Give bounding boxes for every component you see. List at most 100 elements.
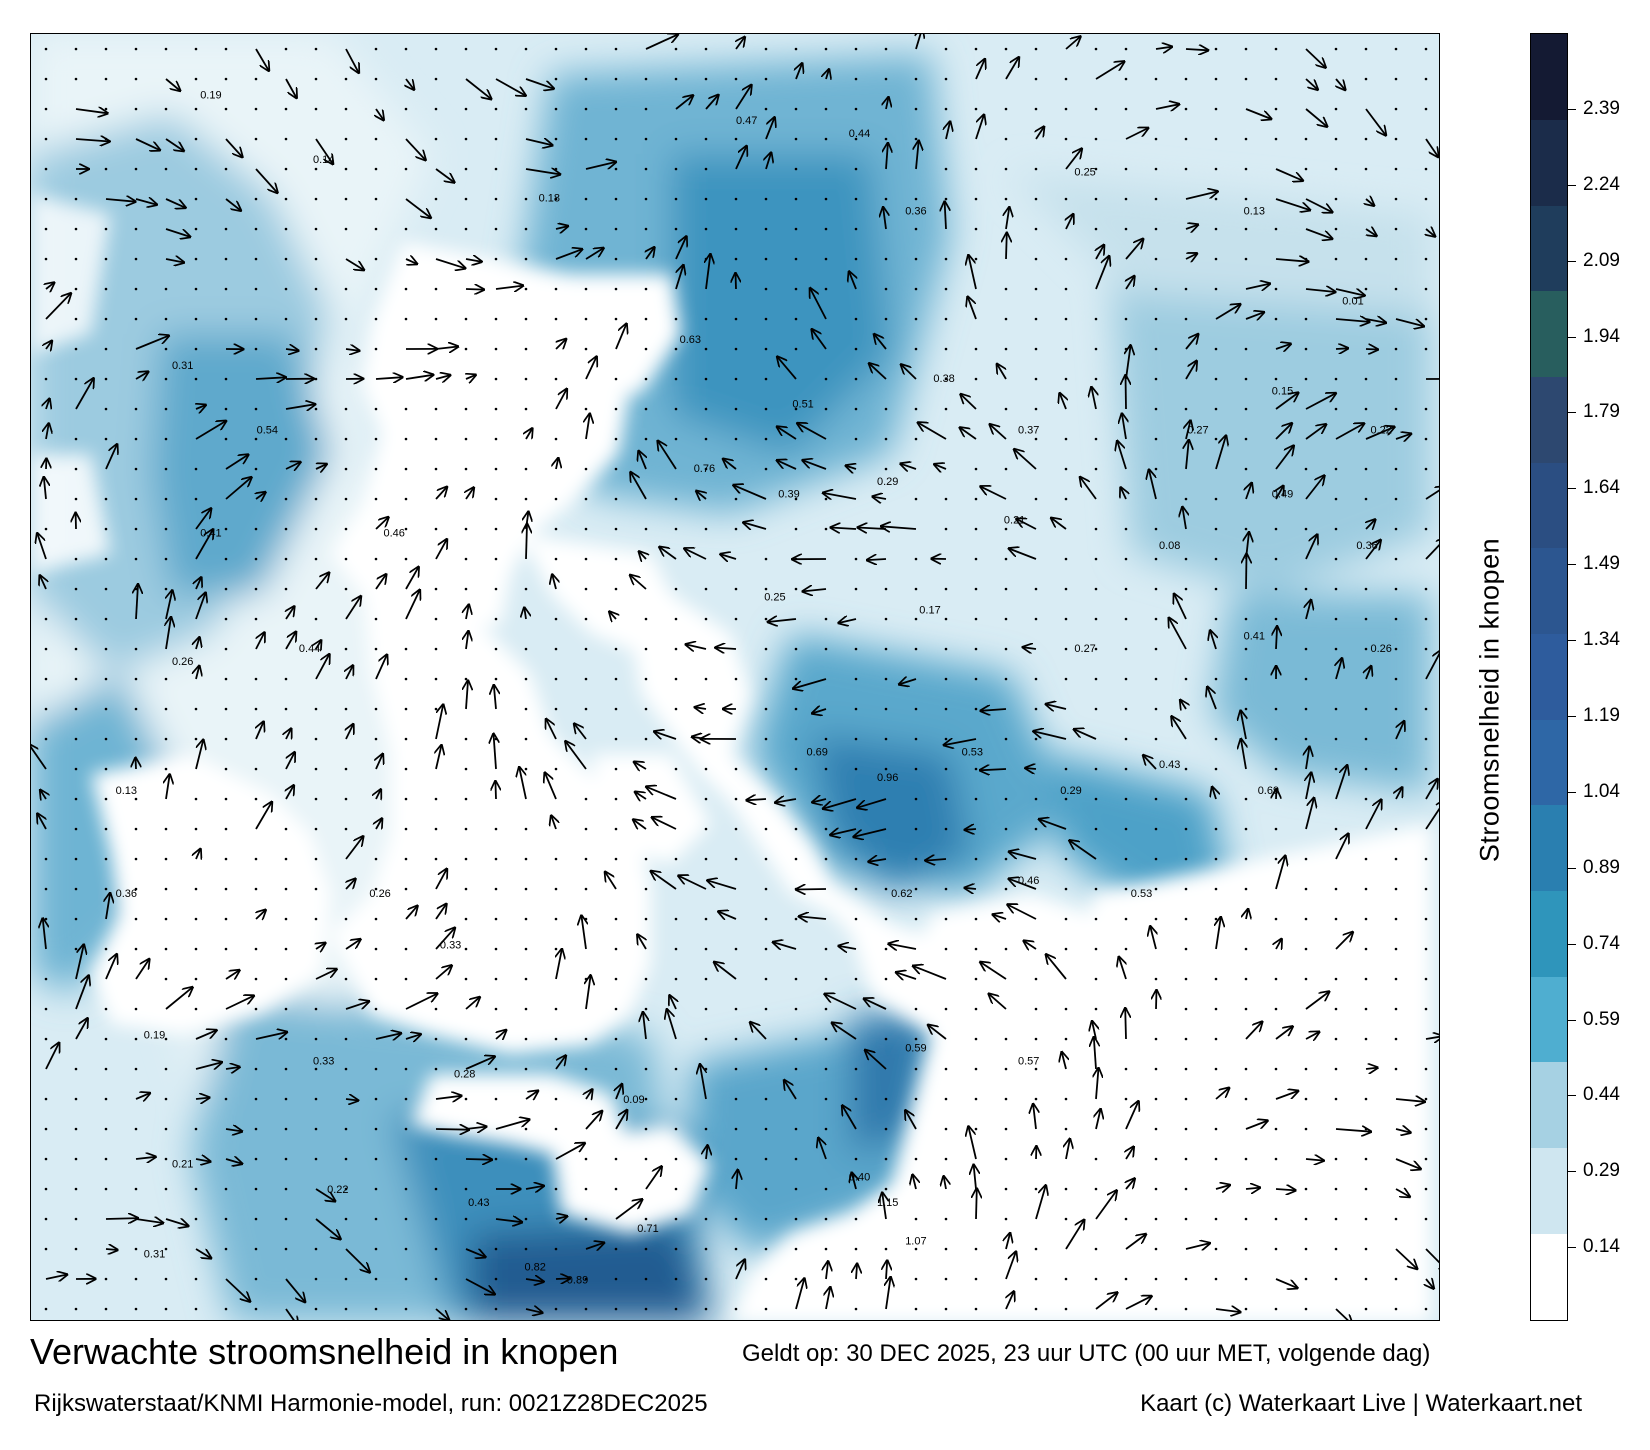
grid-dot <box>44 107 48 111</box>
grid-dot <box>1364 377 1368 381</box>
grid-dot <box>644 1217 648 1221</box>
grid-dot <box>1394 917 1398 921</box>
grid-dot <box>764 587 768 591</box>
grid-dot <box>1064 857 1068 861</box>
grid-dot <box>734 317 738 321</box>
grid-dot <box>224 827 228 831</box>
grid-dot <box>584 347 588 351</box>
grid-dot <box>314 317 318 321</box>
grid-dot <box>1244 437 1248 441</box>
grid-dot <box>134 1307 138 1311</box>
grid-dot <box>584 557 588 561</box>
grid-dot <box>854 167 858 171</box>
grid-dot <box>104 107 108 111</box>
grid-dot <box>1394 677 1398 681</box>
grid-dot <box>1394 1307 1398 1311</box>
grid-dot <box>134 1187 138 1191</box>
grid-dot <box>1334 707 1338 711</box>
grid-dot <box>164 107 168 111</box>
grid-dot <box>374 497 378 501</box>
current-arrow <box>286 606 294 620</box>
grid-dot <box>614 377 618 381</box>
grid-dot <box>554 887 558 891</box>
grid-dot <box>134 467 138 471</box>
grid-dot <box>704 587 708 591</box>
grid-dot <box>494 557 498 561</box>
grid-dot <box>704 767 708 771</box>
grid-dot <box>194 317 198 321</box>
grid-dot <box>254 287 258 291</box>
current-arrow <box>285 632 296 650</box>
grid-dot <box>1394 377 1398 381</box>
current-arrow <box>165 1219 188 1226</box>
grid-dot <box>104 1127 108 1131</box>
grid-dot <box>1184 1097 1188 1101</box>
grid-dot <box>464 1307 468 1311</box>
current-arrow <box>1172 716 1187 740</box>
grid-dot <box>404 977 408 981</box>
grid-dot <box>224 737 228 741</box>
grid-dot <box>1124 77 1128 81</box>
current-arrow <box>888 944 917 949</box>
grid-dot <box>1004 1157 1008 1161</box>
grid-dot <box>644 707 648 711</box>
current-speed-map[interactable]: 0.19 0.14 0.18 0.47 0.44 0.36 0.25 0.13 0.01 0.31… <box>30 33 1440 1321</box>
grid-dot <box>194 707 198 711</box>
current-arrow <box>874 334 887 350</box>
current-arrow <box>345 48 359 73</box>
grid-dot <box>1154 197 1158 201</box>
grid-dot <box>1004 797 1008 801</box>
grid-dot <box>914 1097 918 1101</box>
grid-dot <box>614 827 618 831</box>
grid-dot <box>494 377 498 381</box>
grid-dot <box>1244 257 1248 261</box>
grid-dot <box>104 377 108 381</box>
map-canvas[interactable]: 0.190.140.180.470.440.360.250.130.010.31… <box>31 34 1440 1321</box>
grid-dot <box>644 77 648 81</box>
grid-dot <box>944 107 948 111</box>
grid-dot <box>494 227 498 231</box>
grid-dot <box>1274 377 1278 381</box>
current-arrow <box>1366 666 1371 680</box>
grid-dot <box>704 77 708 81</box>
current-arrow <box>225 1067 240 1069</box>
grid-dot <box>74 617 78 621</box>
grid-dot <box>794 647 798 651</box>
current-arrow <box>1007 905 1037 920</box>
current-arrow <box>1216 917 1221 950</box>
grid-dot <box>764 107 768 111</box>
current-arrow <box>256 910 266 919</box>
grid-dot <box>1154 887 1158 891</box>
colorbar-tick-label: 2.09 <box>1583 249 1620 271</box>
grid-dot <box>884 287 888 291</box>
speed-value-label: 0.57 <box>1018 1055 1039 1067</box>
colorbar-segment <box>1531 805 1567 892</box>
grid-dot <box>374 1187 378 1191</box>
grid-dot <box>1154 737 1158 741</box>
grid-dot <box>1064 497 1068 501</box>
grid-dot <box>524 1067 528 1071</box>
current-arrow <box>1246 909 1248 919</box>
current-arrow <box>165 987 193 1010</box>
grid-dot <box>314 1247 318 1251</box>
grid-dot <box>1394 857 1398 861</box>
grid-dot <box>1274 317 1278 321</box>
grid-dot <box>1424 407 1428 411</box>
grid-dot <box>74 77 78 81</box>
grid-dot <box>344 107 348 111</box>
grid-dot <box>74 1187 78 1191</box>
grid-dot <box>104 587 108 591</box>
grid-dot <box>734 1067 738 1071</box>
grid-dot <box>1424 647 1428 651</box>
grid-dot <box>674 137 678 141</box>
current-arrow <box>1245 1022 1262 1040</box>
current-arrow <box>1241 739 1246 770</box>
grid-dot <box>734 407 738 411</box>
grid-dot <box>644 1277 648 1281</box>
grid-dot <box>74 857 78 861</box>
grid-dot <box>1064 1187 1068 1191</box>
colorbar-tick-label: 1.79 <box>1583 401 1620 423</box>
grid-dot <box>404 767 408 771</box>
grid-dot <box>284 437 288 441</box>
current-arrow <box>886 143 888 170</box>
